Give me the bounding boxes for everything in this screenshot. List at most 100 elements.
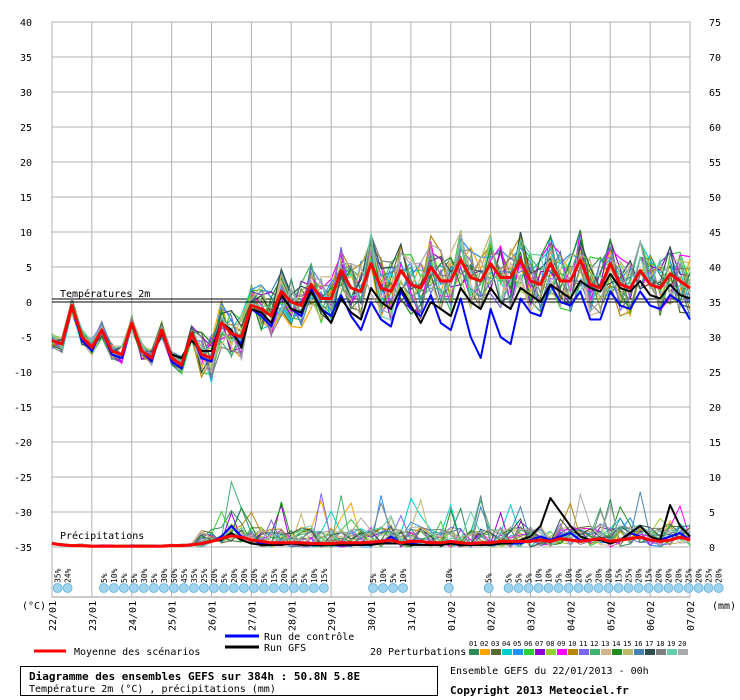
perturbation-number: 04 [502, 640, 510, 648]
temp-tick-label: 15 [20, 193, 32, 204]
temp-tick-label: 10 [20, 228, 32, 239]
perturbation-number: 12 [590, 640, 598, 648]
legend-control-label: Run de contrôle [264, 631, 354, 643]
snow-probability-label: 20% [655, 568, 664, 583]
perturbation-swatch [623, 649, 633, 655]
precip-tick-label: 55 [709, 158, 721, 169]
perturbation-number: 13 [601, 640, 609, 648]
date-tick-label: 01/02 [447, 601, 458, 631]
snow-probability-label: 20% [665, 568, 674, 583]
snow-icon [258, 583, 269, 593]
perturbation-swatch [469, 649, 479, 655]
precip-tick-label: 70 [709, 53, 721, 64]
snow-icon [378, 583, 388, 593]
snow-probability-label: 10% [379, 568, 388, 583]
snow-probability-label: 5% [555, 573, 564, 583]
snow-probability-row: 35% 24% 5% 10% 5% 5% 30% 5% 30% 50% 45% 35% 25% 20% 5%… [52, 568, 724, 593]
date-tick-label: 26/01 [208, 601, 219, 631]
precip-tick-label: 15 [709, 438, 721, 449]
snow-probability-label: 20% [575, 568, 584, 583]
precip-tick-label: 65 [709, 88, 721, 99]
date-tick-label: 24/01 [128, 601, 139, 631]
date-axis-ticks: 22/01 23/01 24/01 25/01 26/01 27/01 28/01 29/01… [48, 601, 697, 631]
snow-icon [218, 583, 229, 593]
snow-probability-label: 15% [270, 568, 279, 583]
legend-perturbations-label: 20 Perturbations [370, 647, 466, 658]
snow-probability-label: 15% [645, 568, 654, 583]
perturbation-number: 16 [634, 640, 642, 648]
snow-icon [583, 583, 594, 593]
snow-icon [593, 583, 604, 593]
precip-tick-label: 0 [709, 543, 715, 554]
snow-icon [653, 583, 664, 593]
snow-icon [553, 583, 564, 593]
snow-probability-label: 20% [635, 568, 644, 583]
snow-icon [298, 583, 309, 593]
snow-icon [198, 583, 209, 593]
perturbation-swatch [590, 649, 600, 655]
precip-tick-label: 20 [709, 403, 721, 414]
snow-icon [533, 583, 544, 593]
snow-probability-label: 5% [505, 573, 514, 583]
date-tick-label: 06/02 [646, 601, 657, 631]
temp-tick-label: -25 [14, 473, 32, 484]
snow-probability-label: 25% [625, 568, 634, 583]
snow-icon [308, 583, 319, 593]
perturbation-number: 01 [469, 640, 477, 648]
snow-icon [368, 583, 378, 593]
temp-tick-label: 40 [20, 18, 32, 29]
snow-icon [208, 583, 219, 593]
date-tick-label: 27/01 [247, 601, 258, 631]
snow-probability-label: 35% [190, 568, 199, 583]
temperature-unit-label: (°C) [22, 601, 46, 612]
snow-icon [138, 583, 149, 593]
snow-icon [248, 583, 259, 593]
perturbation-swatch [645, 649, 655, 655]
snow-probability-label: 20% [250, 568, 259, 583]
temp-tick-label: -10 [14, 368, 32, 379]
precip-tick-label: 5 [709, 508, 715, 519]
snow-icon [483, 583, 494, 593]
snow-icon [543, 583, 554, 593]
snow-probability-label: 5% [585, 573, 594, 583]
snow-icon [513, 583, 524, 593]
temp-tick-label: 5 [26, 263, 32, 274]
snow-probability-label: 5% [389, 573, 398, 583]
perturbation-number: 11 [579, 640, 587, 648]
snow-icon [228, 583, 239, 593]
snow-icon [238, 583, 249, 593]
snow-icon [288, 583, 299, 593]
perturbation-number: 19 [667, 640, 675, 648]
perturbation-swatch [678, 649, 688, 655]
snow-icon [603, 583, 614, 593]
main-series-lines [51, 258, 691, 548]
precip-tick-label: 25 [709, 368, 721, 379]
perturbation-swatch [513, 649, 523, 655]
grid [51, 21, 691, 598]
perturbation-swatch [579, 649, 589, 655]
precip-tick-label: 30 [709, 333, 721, 344]
snow-probability-label: 10% [535, 568, 544, 583]
snow-probability-label: 10% [399, 568, 408, 583]
temp-tick-label: 25 [20, 123, 32, 134]
snow-probability-label: 24% [64, 568, 73, 583]
snow-icon [623, 583, 634, 593]
temp-tick-label: 0 [26, 298, 32, 309]
snow-icon [573, 583, 584, 593]
legend-mean-label: Moyenne des scénarios [74, 646, 200, 658]
snow-icon [613, 583, 624, 593]
temperature-section-label: Températures 2m [60, 288, 150, 300]
snow-probability-label: 20% [605, 568, 614, 583]
snow-probability-label: 5% [120, 573, 129, 583]
snow-icon [643, 583, 654, 593]
perturbation-number: 20 [678, 640, 686, 648]
snow-icon [128, 583, 139, 593]
perturbation-swatch [546, 649, 556, 655]
snow-probability-label: 10% [445, 568, 454, 583]
snow-probability-label: 20% [675, 568, 684, 583]
perturbation-swatch [491, 649, 501, 655]
snow-probability-label: 5% [525, 573, 534, 583]
snow-probability-label: 5% [290, 573, 299, 583]
